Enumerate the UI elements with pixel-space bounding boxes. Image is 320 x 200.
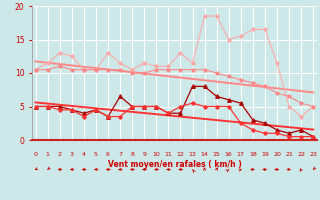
- X-axis label: Vent moyen/en rafales ( km/h ): Vent moyen/en rafales ( km/h ): [108, 160, 241, 169]
